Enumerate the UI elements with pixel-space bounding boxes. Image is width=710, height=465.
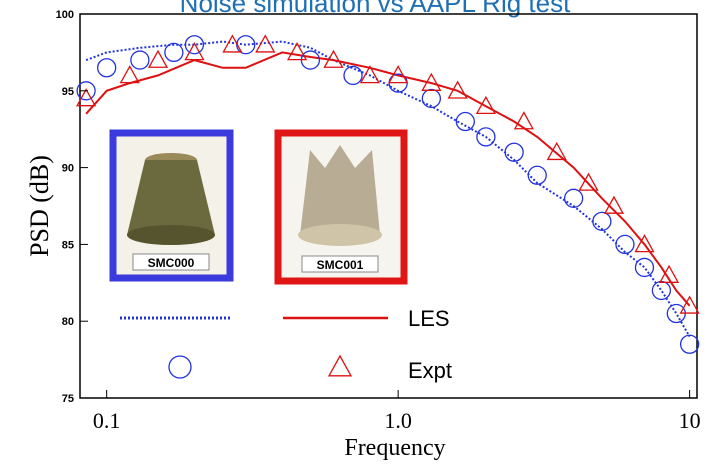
photo-label: SMC001 [317, 258, 364, 272]
circle-marker [169, 356, 191, 378]
circle-marker [422, 89, 440, 107]
x-tick-label: 0.1 [93, 408, 121, 433]
y-axis-label: PSD (dB) [25, 155, 54, 257]
circle-marker [681, 335, 699, 353]
y-tick-label: 100 [56, 9, 74, 21]
y-tick-label: 85 [62, 239, 74, 251]
legend-label: LES [408, 306, 450, 331]
circle-marker [98, 59, 116, 77]
y-tick-label: 75 [62, 393, 74, 405]
x-axis-label: Frequency [344, 435, 445, 461]
circle-marker [505, 143, 523, 161]
circle-marker [635, 258, 653, 276]
chart: Noise simulation vs AAPL Rig test Freque… [0, 0, 710, 465]
legend-label: Expt [408, 358, 452, 383]
circle-marker [593, 212, 611, 230]
triangle-marker [329, 356, 351, 376]
circle-marker [528, 166, 546, 184]
y-tick-label: 95 [62, 86, 74, 98]
triangle-marker [548, 143, 566, 159]
y-tick-label: 90 [62, 163, 74, 175]
circle-marker [165, 43, 183, 61]
x-tick-label: 1.0 [384, 408, 412, 433]
chart-title: Noise simulation vs AAPL Rig test [180, 0, 571, 18]
circle-marker [652, 281, 670, 299]
circle-marker [565, 189, 583, 207]
circle-marker [344, 66, 362, 84]
legend: LES Expt [120, 306, 452, 383]
y-tick-label: 80 [62, 316, 74, 328]
x-tick-label: 10 [679, 408, 701, 433]
circle-marker [131, 51, 149, 69]
photo-label: SMC000 [148, 256, 195, 270]
triangle-marker [515, 113, 533, 129]
